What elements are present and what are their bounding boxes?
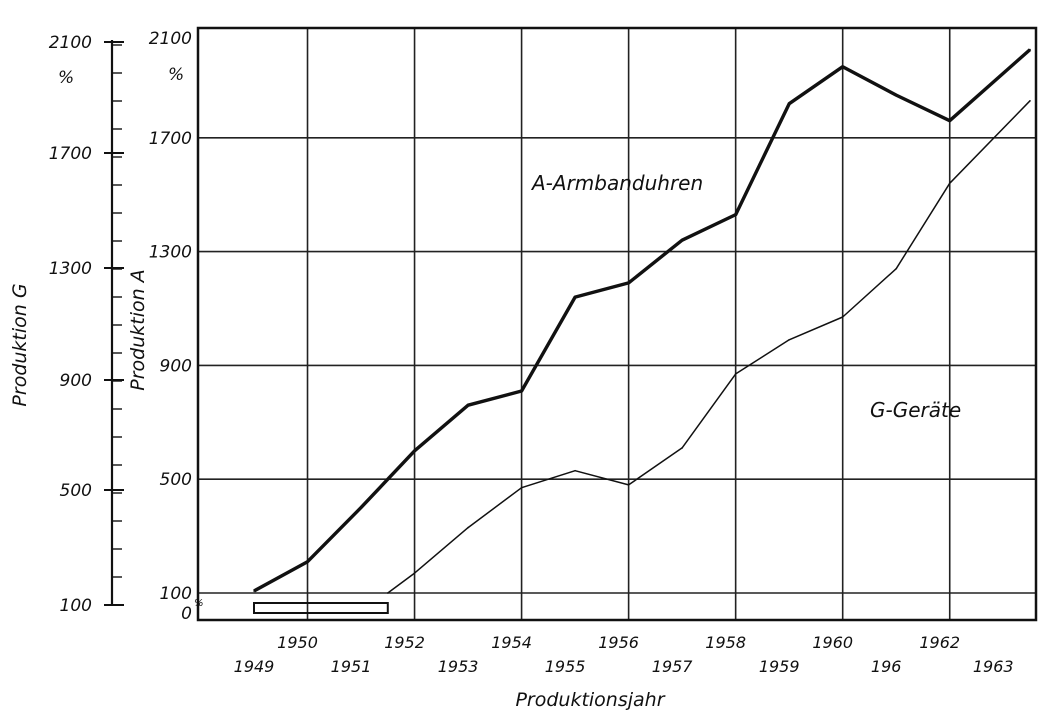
outer-y-tick-label: 100	[60, 596, 92, 616]
data-point	[948, 119, 951, 122]
data-point	[841, 65, 844, 68]
data-point	[574, 296, 576, 298]
data-point	[253, 590, 255, 592]
outer-y-unit: %	[58, 68, 74, 88]
data-point	[386, 592, 389, 594]
axes	[104, 26, 1038, 622]
x-tick-label: 1958	[705, 633, 746, 652]
inner-y-tick-label: 2100	[149, 29, 192, 49]
x-tick-label: 1953	[438, 657, 479, 676]
data-point	[788, 102, 790, 105]
data-point	[627, 484, 630, 486]
data-point	[413, 572, 416, 574]
data-point	[520, 390, 523, 392]
outer-y-tick-label: 500	[60, 481, 92, 501]
outer-y-tick-label: 1300	[49, 259, 92, 279]
annotation-armbanduhren: A-Armbanduhren	[530, 171, 703, 195]
x-tick-label: 1954	[491, 633, 532, 652]
data-point	[360, 506, 362, 509]
data-point	[734, 213, 737, 216]
inner-y-tick-label: 1700	[149, 129, 192, 149]
x-tick-label: 1955	[545, 657, 586, 676]
data-point	[627, 282, 630, 284]
data-point	[681, 447, 683, 449]
data-point	[467, 404, 469, 407]
x-tick-label: 1963	[973, 657, 1014, 676]
inner-y-tick-label: 500	[160, 470, 192, 490]
outer-y-tick-label: 900	[60, 371, 92, 391]
data-point	[413, 449, 416, 452]
data-point	[1029, 100, 1031, 102]
x-tick-label: 196	[871, 657, 902, 676]
series-lines	[253, 48, 1032, 614]
data-point	[520, 486, 523, 489]
inner-y-tick-label: 100	[160, 584, 192, 604]
data-point	[1029, 48, 1031, 51]
x-tick-label: 1951	[331, 657, 372, 676]
inner-y-tick-label: 900	[160, 356, 192, 376]
series-line-geraete	[387, 100, 1031, 594]
tick-labels: 1005009001300170021000100500900130017002…	[49, 29, 1014, 676]
x-tick-label: 1949	[234, 657, 275, 676]
baseline-bar	[253, 602, 389, 614]
data-point	[841, 316, 844, 318]
x-axis-title: Produktionsjahr	[515, 689, 665, 711]
data-point	[895, 267, 898, 270]
outer-y-axis-title: Produktion G	[9, 283, 31, 406]
inner-y-axis-title: Produktion A	[127, 269, 149, 390]
series-line-armbanduhren	[253, 48, 1032, 593]
x-tick-label: 1957	[652, 657, 694, 676]
x-tick-label: 1962	[919, 633, 960, 652]
x-tick-label: 1956	[598, 633, 639, 652]
plot-frame	[196, 26, 1038, 622]
grid	[198, 28, 1036, 620]
data-point	[895, 94, 898, 96]
inner-y-unit: %	[168, 65, 184, 85]
outer-y-tick-label: 1700	[49, 144, 92, 164]
x-tick-label: 1950	[277, 633, 318, 652]
data-point	[467, 526, 469, 529]
inner-y-tick-label: 0	[181, 604, 192, 624]
data-point	[574, 469, 576, 472]
data-point	[681, 239, 683, 242]
inner-y-tick-label: 1300	[149, 243, 192, 263]
data-point	[306, 560, 309, 563]
x-tick-label: 1959	[759, 657, 800, 676]
data-point	[734, 373, 737, 375]
x-tick-label: 1952	[384, 633, 425, 652]
x-tick-label: 1960	[812, 633, 853, 652]
data-point	[788, 338, 790, 341]
data-point	[948, 182, 951, 185]
outer-y-tick-label: 2100	[49, 33, 92, 53]
annotation-geraete: G-Geräte	[870, 398, 961, 422]
inner-zero-percent: %	[194, 598, 204, 609]
